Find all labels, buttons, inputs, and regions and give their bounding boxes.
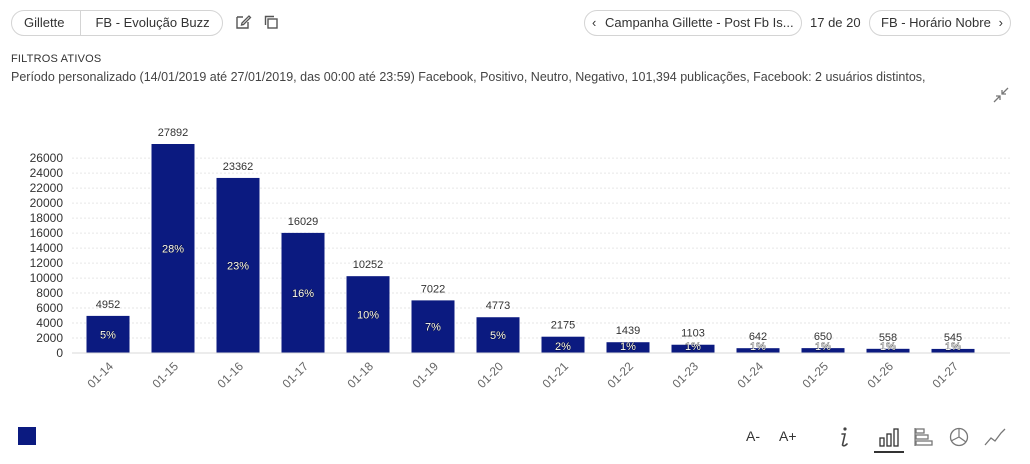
y-tick-label: 8000	[36, 286, 63, 300]
y-tick-label: 6000	[36, 301, 63, 315]
y-tick-label: 0	[56, 346, 63, 360]
top-bar: Gillette FB - Evolução Buzz ‹ Campanha G…	[0, 0, 1030, 46]
x-tick-label: 01-18	[345, 359, 377, 391]
bar-percent-label: 1%	[750, 341, 766, 353]
y-tick-label: 16000	[30, 226, 64, 240]
bar-value-label: 2175	[551, 320, 575, 332]
bar-value-label: 10252	[353, 259, 384, 271]
x-tick-label: 01-24	[735, 359, 767, 391]
next-dashboard-label: FB - Horário Nobre	[881, 15, 991, 30]
x-tick-label: 01-22	[605, 359, 637, 391]
x-tick-label: 01-14	[85, 359, 117, 391]
bar-value-label: 23362	[223, 161, 254, 173]
legend-swatch[interactable]	[18, 427, 36, 445]
collapse-icon[interactable]	[992, 86, 1010, 104]
bar-percent-label: 28%	[162, 244, 184, 256]
bar-value-label: 545	[944, 332, 962, 344]
breadcrumb-item-dashboard[interactable]: FB - Evolução Buzz	[95, 15, 210, 30]
bar-percent-label: 1%	[945, 341, 961, 353]
bar-value-label: 650	[814, 331, 832, 343]
x-tick-label: 01-23	[670, 359, 702, 391]
y-tick-label: 18000	[30, 211, 64, 225]
bar-percent-label: 1%	[815, 341, 831, 353]
bar[interactable]	[151, 144, 195, 353]
bar-value-label: 16029	[288, 216, 319, 228]
bar-percent-label: 16%	[292, 288, 314, 300]
previous-dashboard-button[interactable]: ‹ Campanha Gillette - Post Fb Is...	[584, 10, 802, 36]
y-tick-label: 4000	[36, 316, 63, 330]
bar-value-label: 4952	[96, 299, 120, 311]
y-tick-label: 26000	[30, 151, 64, 165]
horizontal-bar-icon[interactable]	[912, 426, 936, 448]
bar[interactable]	[281, 232, 325, 353]
bar-value-label: 7022	[421, 283, 445, 295]
y-tick-label: 24000	[30, 166, 64, 180]
bar[interactable]	[346, 276, 390, 353]
y-tick-label: 14000	[30, 241, 64, 255]
bar-value-label: 1439	[616, 325, 640, 337]
copy-icon[interactable]	[262, 13, 280, 31]
chevron-left-icon: ‹	[592, 15, 597, 30]
x-tick-label: 01-19	[410, 359, 442, 391]
breadcrumb-item-gillette[interactable]: Gillette	[12, 11, 82, 35]
bar-percent-label: 23%	[227, 260, 249, 272]
bar-percent-label: 1%	[685, 341, 701, 353]
bar[interactable]	[541, 336, 585, 353]
line-chart-icon[interactable]	[983, 426, 1007, 448]
dashboard-counter: 17 de 20	[810, 15, 861, 30]
bar[interactable]	[866, 348, 910, 353]
x-tick-label: 01-25	[800, 359, 832, 391]
x-tick-label: 01-26	[865, 359, 897, 391]
bar[interactable]	[476, 317, 520, 353]
bar-chart: 0200040006000800010000120001400016000180…	[30, 127, 1010, 391]
y-tick-label: 2000	[36, 331, 63, 345]
y-tick-label: 10000	[30, 271, 64, 285]
bar-percent-label: 7%	[425, 322, 441, 334]
bar-value-label: 4773	[486, 300, 510, 312]
bar[interactable]	[86, 315, 130, 353]
bar[interactable]	[411, 300, 455, 353]
bar-percent-label: 5%	[490, 330, 506, 342]
bar-percent-label: 5%	[100, 329, 116, 341]
y-tick-label: 12000	[30, 256, 64, 270]
font-decrease-button[interactable]: A-	[746, 428, 760, 444]
next-dashboard-button[interactable]: FB - Horário Nobre ›	[869, 10, 1011, 36]
bar[interactable]	[671, 344, 715, 353]
x-tick-label: 01-20	[475, 359, 507, 391]
bar-percent-label: 10%	[357, 310, 379, 322]
y-tick-label: 20000	[30, 196, 64, 210]
bar-percent-label: 2%	[555, 341, 571, 353]
bar-value-label: 1103	[681, 328, 705, 340]
pie-chart-icon[interactable]	[947, 426, 971, 448]
previous-dashboard-label: Campanha Gillette - Post Fb Is...	[605, 15, 794, 30]
bar-chart-icon[interactable]	[877, 426, 901, 448]
y-tick-label: 22000	[30, 181, 64, 195]
bar[interactable]	[736, 348, 780, 353]
info-icon[interactable]	[832, 426, 856, 448]
bar-value-label: 27892	[158, 127, 189, 139]
edit-icon[interactable]	[234, 13, 252, 31]
x-tick-label: 01-17	[280, 359, 312, 391]
filters-summary: Período personalizado (14/01/2019 até 27…	[11, 70, 926, 84]
x-tick-label: 01-16	[215, 359, 247, 391]
x-tick-label: 01-27	[930, 359, 962, 391]
filters-title: FILTROS ATIVOS	[11, 53, 102, 65]
x-tick-label: 01-15	[150, 359, 182, 391]
font-increase-button[interactable]: A+	[779, 428, 797, 444]
chevron-right-icon: ›	[998, 15, 1003, 30]
bar[interactable]	[606, 342, 650, 353]
x-tick-label: 01-21	[540, 359, 572, 391]
active-chart-type-indicator	[874, 451, 904, 453]
bar-value-label: 558	[879, 332, 897, 344]
bar-value-label: 642	[749, 331, 767, 343]
bar[interactable]	[931, 348, 975, 353]
bar[interactable]	[216, 177, 260, 353]
bar-percent-label: 1%	[880, 341, 896, 353]
breadcrumb: Gillette FB - Evolução Buzz	[11, 10, 223, 36]
bar[interactable]	[801, 348, 845, 353]
bar-percent-label: 1%	[620, 341, 636, 353]
